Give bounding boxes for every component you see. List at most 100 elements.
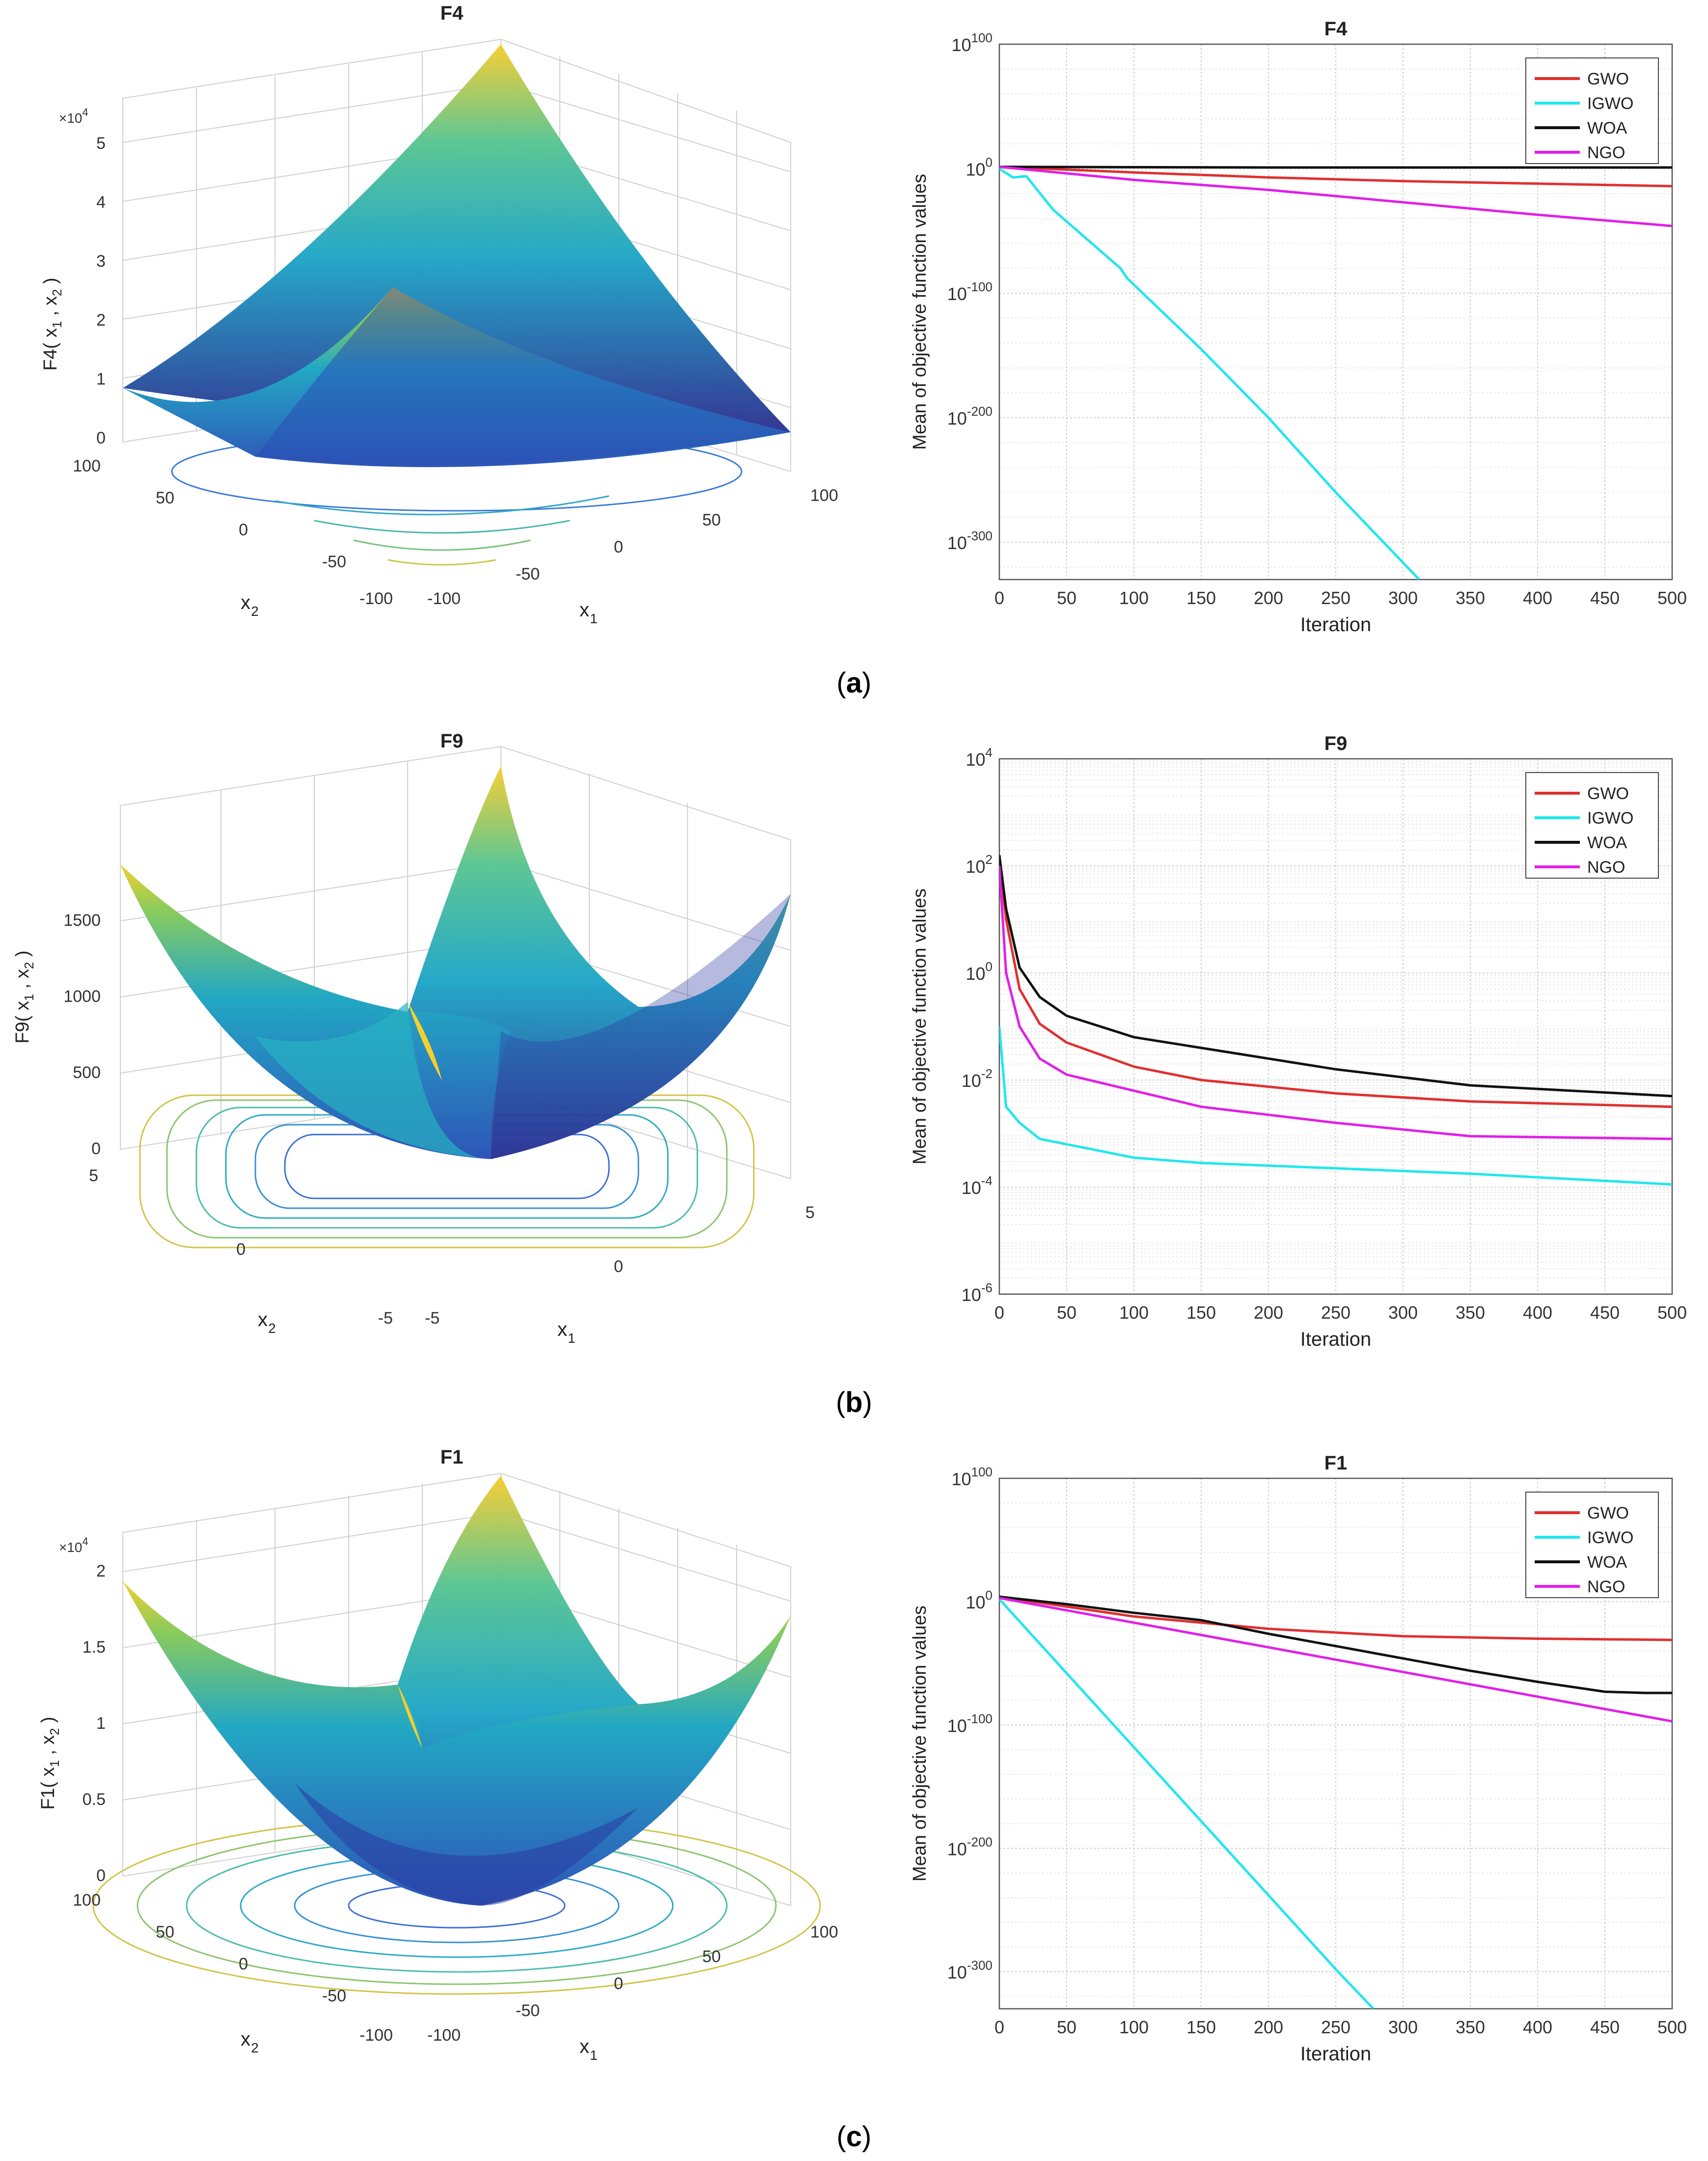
x-tick-label: 250	[1321, 2017, 1350, 2037]
surface-zticks: 0 500 1000 1500	[63, 911, 101, 1158]
y-tick-label: 10-4	[962, 1173, 992, 1198]
x-tick: 50	[702, 511, 721, 529]
y-tick: 0	[239, 1955, 248, 1973]
surface-xticks: -100 -50 0 50 100	[427, 1923, 838, 2045]
y-tick: 5	[89, 1166, 98, 1185]
y-tick: -5	[378, 1309, 393, 1328]
surface-yticks: 5 0 -5	[89, 1166, 393, 1328]
series-line-gwo	[999, 166, 1672, 188]
z-tick: 2	[96, 311, 106, 330]
z-tick: 4	[96, 193, 106, 212]
series-line-igwo	[999, 1598, 1375, 2009]
legend-box	[1525, 1492, 1659, 1598]
x-tick: 50	[702, 1947, 721, 1966]
surface-title: F9	[441, 730, 464, 752]
z-tick: 1	[96, 370, 106, 388]
x-tick-label: 300	[1388, 1302, 1418, 1323]
convergence-chart-f9: 104 102 100 10-2 10-4 10-60 50 100 150 200 250 300 3…	[909, 733, 1687, 1350]
x-tick-label: 300	[1388, 2017, 1418, 2037]
y-axis-label: Mean of objective function values	[909, 174, 930, 450]
legend-label-igwo: IGWO	[1587, 809, 1633, 828]
series-line-igwo	[999, 1026, 1672, 1186]
legend-label-woa: WOA	[1587, 1553, 1627, 1572]
x-tick: 100	[810, 486, 838, 505]
z-tick: 0	[96, 429, 106, 447]
x-tick: 0	[614, 1974, 623, 1993]
y-tick: 0	[236, 1240, 246, 1259]
surface-mesh	[123, 1476, 791, 1906]
x-tick-label: 250	[1321, 1302, 1350, 1323]
z-tick: 0	[91, 1139, 101, 1158]
z-tick: 500	[73, 1063, 101, 1082]
surface-mesh	[123, 44, 791, 468]
z-tick: 3	[96, 252, 106, 271]
series-line-woa	[999, 855, 1672, 1098]
y-tick-label: 10-6	[962, 1280, 992, 1305]
z-multiplier: ×104	[59, 106, 88, 126]
x-tick: -50	[516, 2001, 540, 2020]
x-tick-label: 250	[1321, 588, 1350, 608]
x-tick: 100	[810, 1923, 838, 1941]
y-tick-label: 102	[965, 852, 992, 877]
y-tick-label: 10-200	[947, 1834, 992, 1859]
legend-label-woa: WOA	[1587, 119, 1627, 138]
x-tick-label: 0	[994, 588, 1004, 608]
y-tick-label: 10-200	[947, 404, 992, 428]
legend-box	[1525, 57, 1659, 164]
convergence-chart-f4: 10100 100 10-100 10-200 10-300 0 50 100 150 200 25…	[909, 18, 1687, 636]
y-tick: 100	[73, 1891, 101, 1910]
y-axis-label: xx12	[241, 592, 259, 619]
legend-label-gwo: GWO	[1587, 1504, 1629, 1523]
x-tick-label: 400	[1523, 1302, 1552, 1323]
x-tick-label: 50	[1057, 1302, 1076, 1323]
y-axis-label: Mean of objective function values	[909, 888, 930, 1164]
surface-xticks: -100 -50 0 50 100	[427, 486, 838, 608]
legend-label-gwo: GWO	[1587, 70, 1629, 88]
y-tick-label: 10100	[952, 30, 992, 55]
series-line-woa	[999, 1595, 1672, 1694]
x-tick-label: 400	[1523, 2017, 1552, 2037]
y-tick: 100	[73, 457, 101, 475]
z-tick: 1.5	[83, 1638, 106, 1657]
x-axis-label: xx21	[557, 1319, 576, 1346]
surface-plot-f4: F4	[40, 2, 838, 626]
y-tick-label: 10-300	[947, 1958, 992, 1983]
surface-zticks: 0 1 2 3 4 5	[96, 134, 106, 447]
panel-label-c: (c)	[837, 2121, 872, 2153]
z-tick: 5	[96, 134, 106, 153]
surface-plot-f9: F9 0 5	[12, 730, 815, 1346]
y-tick-label: 10-100	[947, 279, 992, 304]
x-tick-label: 150	[1186, 2017, 1216, 2037]
x-tick-label: 350	[1456, 2017, 1485, 2037]
y-tick-label: 10-300	[947, 528, 992, 553]
x-tick-label: 500	[1657, 2017, 1687, 2037]
y-axis-label: xx12	[241, 2028, 259, 2055]
z-tick: 1	[96, 1714, 106, 1733]
x-tick-label: 50	[1057, 2017, 1076, 2037]
x-tick-label: 500	[1657, 588, 1687, 608]
y-axis-label: Mean of objective function values	[909, 1606, 930, 1882]
x-tick-label: 150	[1186, 588, 1216, 608]
surface-zticks: 0 0.5 1 1.5 2	[83, 1562, 106, 1885]
x-axis-label: xx21	[579, 2036, 598, 2063]
z-tick: 0.5	[83, 1790, 106, 1809]
y-tick: 50	[156, 489, 174, 507]
x-tick-label: 100	[1119, 2017, 1149, 2037]
x-tick-label: 500	[1657, 1302, 1687, 1323]
legend-label-woa: WOA	[1587, 833, 1627, 852]
y-tick: 0	[239, 521, 248, 539]
surface-contours	[92, 1816, 821, 1995]
surface-mesh	[120, 766, 791, 1159]
x-tick-label: 450	[1590, 588, 1620, 608]
series-line-gwo	[999, 860, 1672, 1108]
z-multiplier: ×104	[59, 1535, 88, 1555]
surface-xticks: -5 0 5	[425, 1203, 815, 1328]
y-tick-label: 10-100	[947, 1711, 992, 1736]
x-tick-label: 300	[1388, 588, 1418, 608]
x-tick-label: 200	[1254, 588, 1283, 608]
chart-title: F9	[1324, 733, 1348, 754]
y-tick-label: 10-2	[962, 1066, 992, 1091]
x-tick: 5	[805, 1203, 815, 1222]
series-line-gwo	[999, 1595, 1672, 1641]
